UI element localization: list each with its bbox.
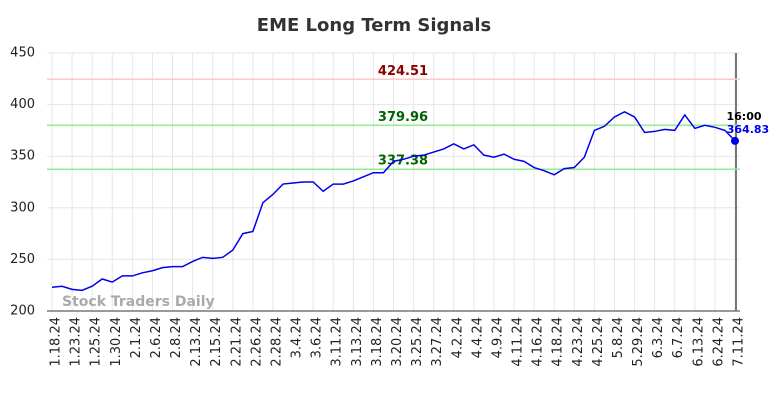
x-tick-label: 1.23.24 [69, 317, 84, 367]
x-tick-label: 3.13.24 [350, 317, 365, 367]
x-tick-label: 6.3.24 [651, 317, 666, 358]
x-tick-label: 4.23.24 [571, 317, 586, 367]
x-tick-label: 3.25.24 [410, 317, 425, 367]
x-tick-label: 2.15.24 [209, 317, 224, 367]
x-tick-label: 4.16.24 [531, 317, 546, 367]
x-tick-label: 3.18.24 [370, 317, 385, 367]
x-tick-label: 2.28.24 [269, 317, 284, 367]
x-tick-label: 3.6.24 [310, 317, 325, 358]
signal-label: 379.96 [378, 110, 428, 125]
x-tick-label: 2.21.24 [229, 317, 244, 367]
x-tick-label: 2.1.24 [129, 317, 144, 358]
x-tick-label: 2.6.24 [149, 317, 164, 358]
x-tick-label: 2.26.24 [249, 317, 264, 367]
x-tick-label: 6.7.24 [671, 317, 686, 358]
watermark: Stock Traders Daily [62, 294, 215, 310]
signal-label: 424.51 [378, 64, 428, 79]
x-tick-label: 4.11.24 [511, 317, 526, 367]
chart-title: EME Long Term Signals [257, 15, 491, 36]
x-tick-label: 4.18.24 [551, 317, 566, 367]
y-tick-label: 400 [10, 97, 35, 112]
y-tick-label: 450 [10, 46, 35, 61]
last-time: 16:00 [726, 110, 761, 123]
last-value: 364.83 [727, 123, 769, 136]
x-tick-label: 3.20.24 [390, 317, 405, 367]
x-tick-label: 3.11.24 [330, 317, 345, 367]
y-tick-label: 250 [10, 252, 35, 267]
y-tick-label: 200 [10, 304, 35, 319]
price-line [51, 110, 736, 292]
x-tick-label: 3.4.24 [290, 317, 305, 358]
x-tick-label: 4.25.24 [591, 317, 606, 367]
x-tick-label: 6.13.24 [691, 317, 706, 367]
x-tick-label: 3.27.24 [430, 317, 445, 367]
x-tick-label: 2.13.24 [189, 317, 204, 367]
x-tick-label: 2.8.24 [169, 317, 184, 358]
x-tick-label: 4.4.24 [470, 317, 485, 358]
x-tick-label: 1.25.24 [89, 317, 104, 367]
x-tick-label: 5.8.24 [611, 317, 626, 358]
x-tick-label: 4.9.24 [490, 317, 505, 358]
x-tick-label: 7.11.24 [732, 317, 747, 367]
x-tick-label: 4.2.24 [450, 317, 465, 358]
last-point [731, 136, 739, 145]
x-tick-label: 6.24.24 [711, 317, 726, 367]
x-tick-label: 1.18.24 [49, 317, 64, 367]
y-tick-label: 300 [10, 200, 35, 215]
x-tick-label: 1.30.24 [109, 317, 124, 367]
x-tick-label: 5.29.24 [631, 317, 646, 367]
y-tick-label: 350 [10, 149, 35, 164]
